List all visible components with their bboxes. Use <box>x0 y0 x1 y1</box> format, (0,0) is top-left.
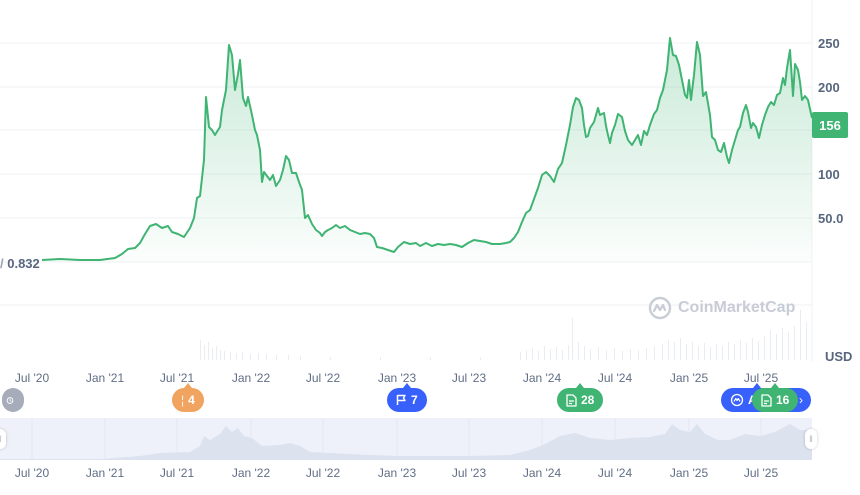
x-axis-label: Jul '21 <box>159 371 195 385</box>
watermark-text: CoinMarketCap <box>678 299 796 316</box>
news-event-marker[interactable]: 28 <box>557 383 604 412</box>
document-icon <box>761 393 772 407</box>
drag-handle-icon: ‖ <box>0 434 2 444</box>
coinmarketcap-logo-icon <box>648 296 672 320</box>
info-icon: ¦ <box>181 393 185 407</box>
x-axis-label: Jul '20 <box>14 371 50 385</box>
navigator-x-label: Jul '25 <box>743 466 779 480</box>
navigator-x-label: Jan '25 <box>669 466 709 480</box>
start-price-prefix: / <box>0 256 8 271</box>
x-axis-label: Jan '23 <box>377 371 417 385</box>
navigator-x-label: Jan '24 <box>522 466 562 480</box>
x-axis-label: Jul '25 <box>743 371 779 385</box>
news-event-count: 16 <box>776 393 790 407</box>
volume-bars <box>200 310 807 360</box>
x-axis-label: Jan '21 <box>85 371 125 385</box>
x-axis-label: Jul '23 <box>451 371 487 385</box>
y-axis-label-200: 200 <box>818 80 840 95</box>
current-price-badge: 156 <box>812 112 848 138</box>
chevron-right-icon: › <box>799 393 803 407</box>
price-area <box>42 38 812 262</box>
start-price-label: / 0.832 <box>0 256 40 271</box>
navigator-right-handle[interactable]: ‖ <box>805 429 817 449</box>
info-event-marker[interactable]: ¦ 4 <box>172 383 204 412</box>
navigator-x-label: Jul '24 <box>597 466 633 480</box>
news-event-marker-2[interactable]: 16 <box>752 383 799 412</box>
navigator-x-label: Jul '23 <box>451 466 487 480</box>
navigator-x-label: Jan '23 <box>377 466 417 480</box>
news-event-count: 28 <box>581 393 595 407</box>
history-event-marker[interactable] <box>2 388 24 412</box>
document-icon <box>566 393 577 407</box>
ai-chat-icon <box>730 393 744 407</box>
flag-event-count: 7 <box>411 393 418 407</box>
currency-label: USD <box>825 349 853 364</box>
x-axis-label: Jan '22 <box>231 371 271 385</box>
coinmarketcap-watermark: CoinMarketCap <box>648 296 795 320</box>
y-axis-label-100: 100 <box>818 167 840 182</box>
drag-handle-icon: ‖ <box>809 434 813 444</box>
navigator-x-label: Jul '20 <box>14 466 50 480</box>
navigator-x-label: Jul '21 <box>159 466 195 480</box>
history-icon <box>6 396 14 404</box>
navigator-x-label: Jan '21 <box>85 466 125 480</box>
x-axis-label: Jan '24 <box>522 371 562 385</box>
navigator-area <box>0 424 812 460</box>
x-axis-label: Jan '25 <box>669 371 709 385</box>
navigator-x-label: Jul '22 <box>305 466 341 480</box>
start-price-value: 0.832 <box>7 256 40 271</box>
price-line <box>41 37 813 261</box>
x-axis-label: Jul '24 <box>597 371 633 385</box>
info-event-count: 4 <box>188 393 195 407</box>
flag-event-marker[interactable]: 7 <box>387 383 427 412</box>
x-axis-label: Jul '22 <box>305 371 341 385</box>
navigator-x-label: Jan '22 <box>231 466 271 480</box>
y-axis-label-250: 250 <box>818 36 840 51</box>
flag-icon <box>396 394 406 405</box>
y-axis-label-50: 50.0 <box>818 211 844 226</box>
navigator-left-handle[interactable]: ‖ <box>0 429 6 449</box>
